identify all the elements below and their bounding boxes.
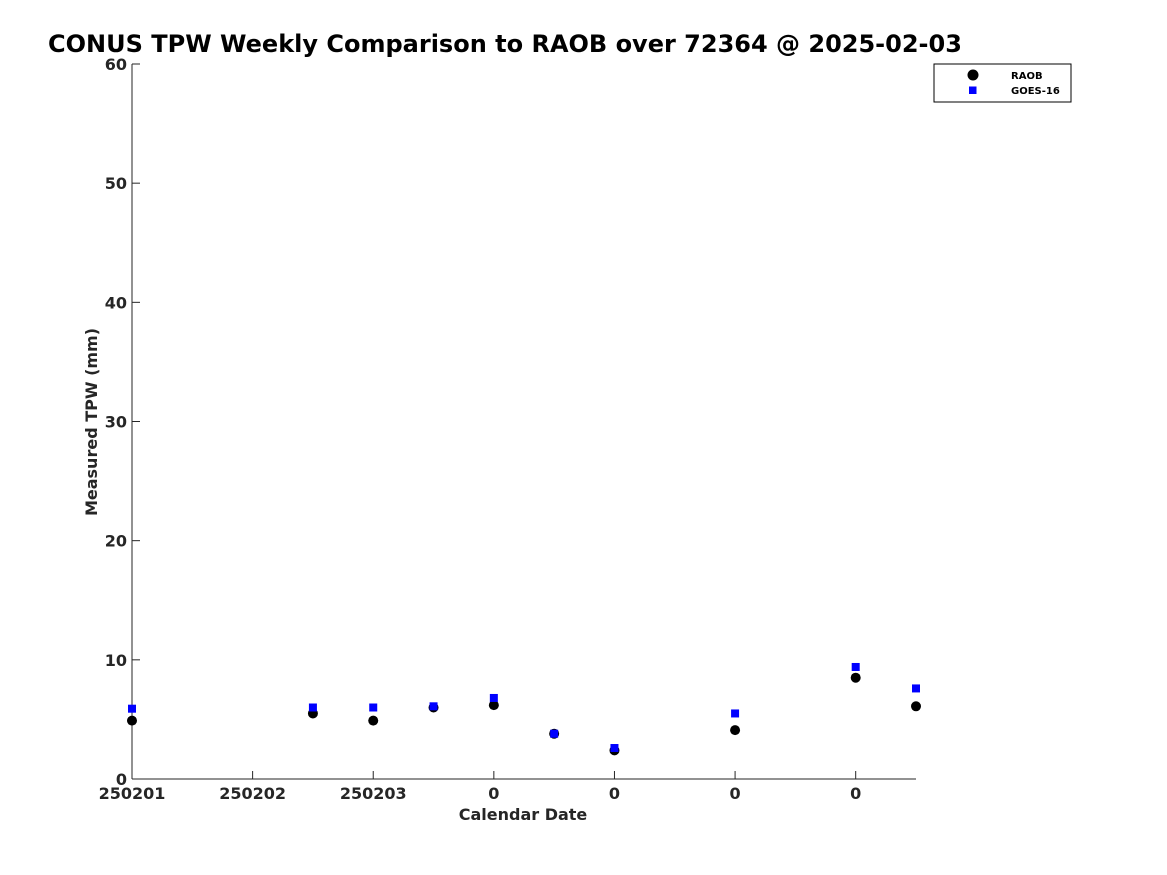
x-tick-label: 250201 bbox=[99, 784, 166, 803]
legend-label-goes: GOES-16 bbox=[1011, 86, 1060, 97]
x-tick-label: 0 bbox=[488, 784, 499, 803]
point-raob bbox=[368, 715, 379, 726]
point-goes-16 bbox=[550, 729, 559, 738]
point-goes-16 bbox=[610, 744, 619, 753]
y-tick-label: 20 bbox=[105, 532, 127, 551]
y-tick-label: 40 bbox=[105, 293, 127, 312]
point-goes-16 bbox=[308, 703, 317, 712]
point-goes-16 bbox=[128, 704, 136, 713]
y-tick-label: 0 bbox=[116, 770, 127, 789]
point-goes-16 bbox=[731, 709, 740, 718]
x-tick-label: 0 bbox=[730, 784, 741, 803]
data-marks bbox=[127, 662, 921, 756]
point-raob bbox=[850, 672, 861, 683]
point-raob bbox=[730, 725, 741, 736]
point-raob bbox=[127, 715, 137, 726]
y-tick-label: 50 bbox=[105, 174, 127, 193]
legend-box bbox=[933, 63, 1072, 103]
point-goes-16 bbox=[851, 662, 860, 671]
x-tick-label: 0 bbox=[609, 784, 620, 803]
y-tick-label: 30 bbox=[105, 413, 127, 432]
x-axis-label: Calendar Date bbox=[459, 805, 588, 824]
point-goes-16 bbox=[912, 684, 920, 693]
y-axis-label: Measured TPW (mm) bbox=[82, 328, 101, 516]
legend-label-raob: RAOB bbox=[1011, 71, 1043, 82]
x-tick-label: 250203 bbox=[340, 784, 407, 803]
x-tick-label: 0 bbox=[850, 784, 861, 803]
chart-title: CONUS TPW Weekly Comparison to RAOB over… bbox=[48, 30, 962, 58]
point-raob bbox=[911, 701, 921, 712]
point-raob bbox=[488, 700, 499, 711]
y-tick-label: 60 bbox=[105, 55, 127, 74]
axes: 0 10 20 30 40 50 60 250201 250202 250203 0 0 0 0 bbox=[99, 55, 916, 803]
point-goes-16 bbox=[429, 702, 438, 711]
y-tick-label: 10 bbox=[105, 651, 127, 670]
point-goes-16 bbox=[489, 693, 498, 702]
x-tick-label: 250202 bbox=[219, 784, 286, 803]
legend-marker-goes bbox=[969, 86, 977, 94]
legend: RAOB GOES-16 bbox=[933, 63, 1072, 103]
legend-marker-raob bbox=[967, 69, 979, 81]
point-goes-16 bbox=[369, 703, 378, 712]
